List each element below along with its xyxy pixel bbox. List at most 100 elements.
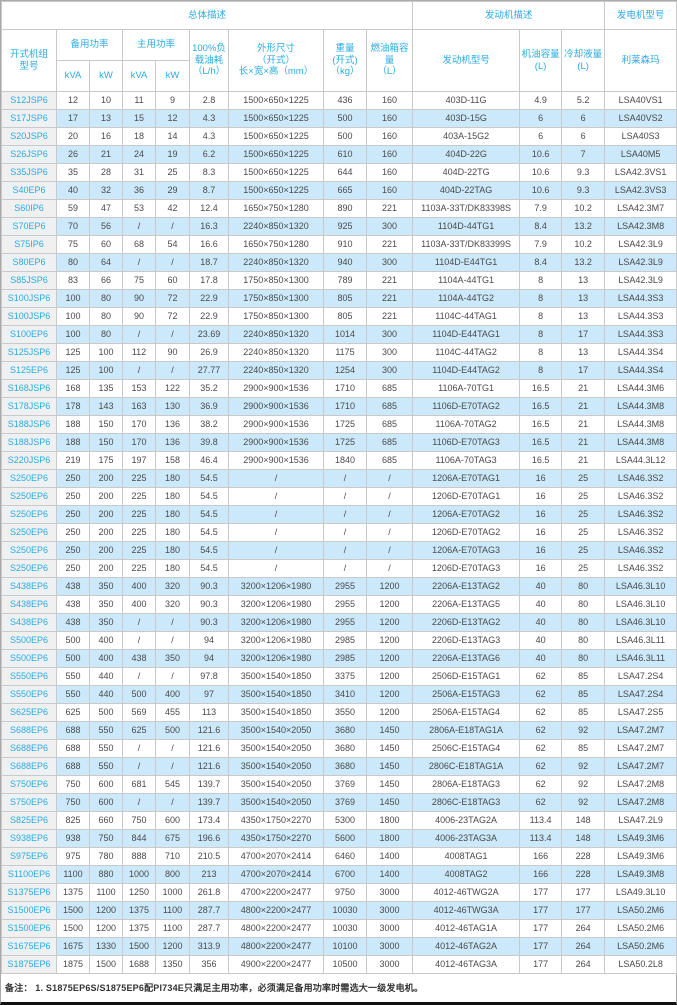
spec-cell: 210.5 [189,847,229,866]
model-link[interactable]: S438EP6 [1,613,57,632]
model-link[interactable]: S125EP6 [1,361,57,380]
spec-cell: 1688 [122,955,156,974]
model-link[interactable]: S825EP6 [1,811,57,830]
spec-cell: 16.5 [519,433,563,452]
model-link[interactable]: S688EP6 [1,739,57,758]
model-link[interactable]: S550EP6 [1,685,57,704]
spec-cell: 62 [519,775,563,794]
spec-cell: 170 [122,433,156,452]
model-link[interactable]: S250EP6 [1,487,57,506]
model-link[interactable]: S550EP6 [1,667,57,686]
spec-cell: 675 [155,829,190,848]
model-link[interactable]: S100JSP6 [1,289,57,308]
model-link[interactable]: S1500EP6 [1,919,57,938]
spec-cell: 92 [561,757,606,776]
spec-cell: 188 [56,415,90,434]
model-link[interactable]: S1500EP6 [1,901,57,920]
spec-cell: 1200 [155,937,190,956]
model-link[interactable]: S250EP6 [1,469,57,488]
model-link[interactable]: S188JSP6 [1,433,57,452]
spec-cell: 180 [155,469,190,488]
spec-cell: 550 [89,757,123,776]
table-row: S75IP6 75 60 68 54 16.6 1650×750×1280 910 221 110… [1,235,677,254]
model-link[interactable]: S500EP6 [1,649,57,668]
spec-cell: 100 [89,343,123,362]
table-row: S125EP6 125 100//27.77 2240×850×1320 1254 300… [1,361,677,380]
spec-cell: 1750×850×1300 [228,289,324,308]
spec-cell: 180 [155,559,190,578]
spec-cell: 35.2 [189,379,229,398]
model-link[interactable]: S438EP6 [1,595,57,614]
spec-cell: / [122,325,156,344]
spec-cell: 4006-23TAG2A [412,811,521,830]
model-link[interactable]: S625EP6 [1,703,57,722]
spec-cell: 225 [122,487,156,506]
model-link[interactable]: S250EP6 [1,523,57,542]
model-link[interactable]: S188JSP6 [1,415,57,434]
model-link[interactable]: S168JSP6 [1,379,57,398]
model-link[interactable]: S975EP6 [1,847,57,866]
model-link[interactable]: S688EP6 [1,721,57,740]
model-link[interactable]: S688EP6 [1,757,57,776]
model-link[interactable]: S70EP6 [1,217,57,236]
spec-cell: 1800 [365,829,414,848]
spec-cell: 404D-22TG [412,163,521,182]
model-link[interactable]: S12JSP6 [1,91,57,110]
table-row: S550EP6 550 440 500 400 97 3500×1540×1850 3410 1… [1,685,677,704]
header-tank-line2: 量 [384,54,395,66]
table-row: S550EP6 550 440//97.8 3500×1540×1850 3375 120… [1,667,677,686]
model-link[interactable]: S40EP6 [1,181,57,200]
spec-cell: 500 [89,703,123,722]
model-link[interactable]: S178JSP6 [1,397,57,416]
spec-cell: 12 [56,91,90,110]
model-link[interactable]: S75IP6 [1,235,57,254]
model-link[interactable]: S250EP6 [1,505,57,524]
model-link[interactable]: S750EP6 [1,775,57,794]
model-link[interactable]: S80EP6 [1,253,57,272]
model-link[interactable]: S938EP6 [1,829,57,848]
spec-cell: 3680 [323,757,367,776]
model-link[interactable]: S1375EP6 [1,883,57,902]
model-link[interactable]: S250EP6 [1,559,57,578]
spec-cell: 75 [122,271,156,290]
spec-cell: 3200×1206×1980 [228,577,324,596]
model-link[interactable]: S35JSP6 [1,163,57,182]
generator-spec-table: 总体描述 发动机描述 发电机型号 开式机组 型号 备用功率 主用功率 100%负… [0,1,677,974]
spec-cell: 2900×900×1536 [228,451,324,470]
model-link[interactable]: S100EP6 [1,325,57,344]
model-link[interactable]: S60IP6 [1,199,57,218]
spec-cell: 97.8 [189,667,229,686]
model-link[interactable]: S250EP6 [1,541,57,560]
header-oil-capacity: 机油容量 (L) [519,29,563,92]
model-link[interactable]: S17JSP6 [1,109,57,128]
spec-cell: 350 [89,595,123,614]
model-link[interactable]: S125JSP6 [1,343,57,362]
spec-cell: 17 [561,325,606,344]
spec-cell: 3000 [365,901,414,920]
model-link[interactable]: S750EP6 [1,793,57,812]
model-link[interactable]: S85JSP6 [1,271,57,290]
model-link[interactable]: S1100EP6 [1,865,57,884]
spec-cell: LSA47.2S4 [604,685,677,704]
model-link[interactable]: S1875EP6 [1,955,57,974]
model-link[interactable]: S100JSP6 [1,307,57,326]
spec-cell: 780 [89,847,123,866]
header-coolant-line2: (L) [577,60,589,72]
model-link[interactable]: S1675EP6 [1,937,57,956]
model-link[interactable]: S20JSP6 [1,127,57,146]
table-row: S500EP6 500 400//94 3200×1206×1980 2985 1200 2… [1,631,677,650]
spec-cell: 610 [323,145,367,164]
table-row: S168JSP6 168 135 153 122 35.2 2900×900×1536 171… [1,379,677,398]
spec-cell: 264 [561,919,606,938]
spec-cell: 80 [561,613,606,632]
spec-cell: 1500 [56,919,90,938]
model-link[interactable]: S26JSP6 [1,145,57,164]
spec-cell: 550 [89,739,123,758]
model-link[interactable]: S220JSP6 [1,451,57,470]
spec-cell: 1500×650×1225 [228,163,324,182]
table-row: S125JSP6 125 100 112 90 26.9 2240×850×1320 1175… [1,343,677,362]
spec-cell: 1500×650×1225 [228,109,324,128]
model-link[interactable]: S500EP6 [1,631,57,650]
spec-cell: 2985 [323,649,367,668]
model-link[interactable]: S438EP6 [1,577,57,596]
